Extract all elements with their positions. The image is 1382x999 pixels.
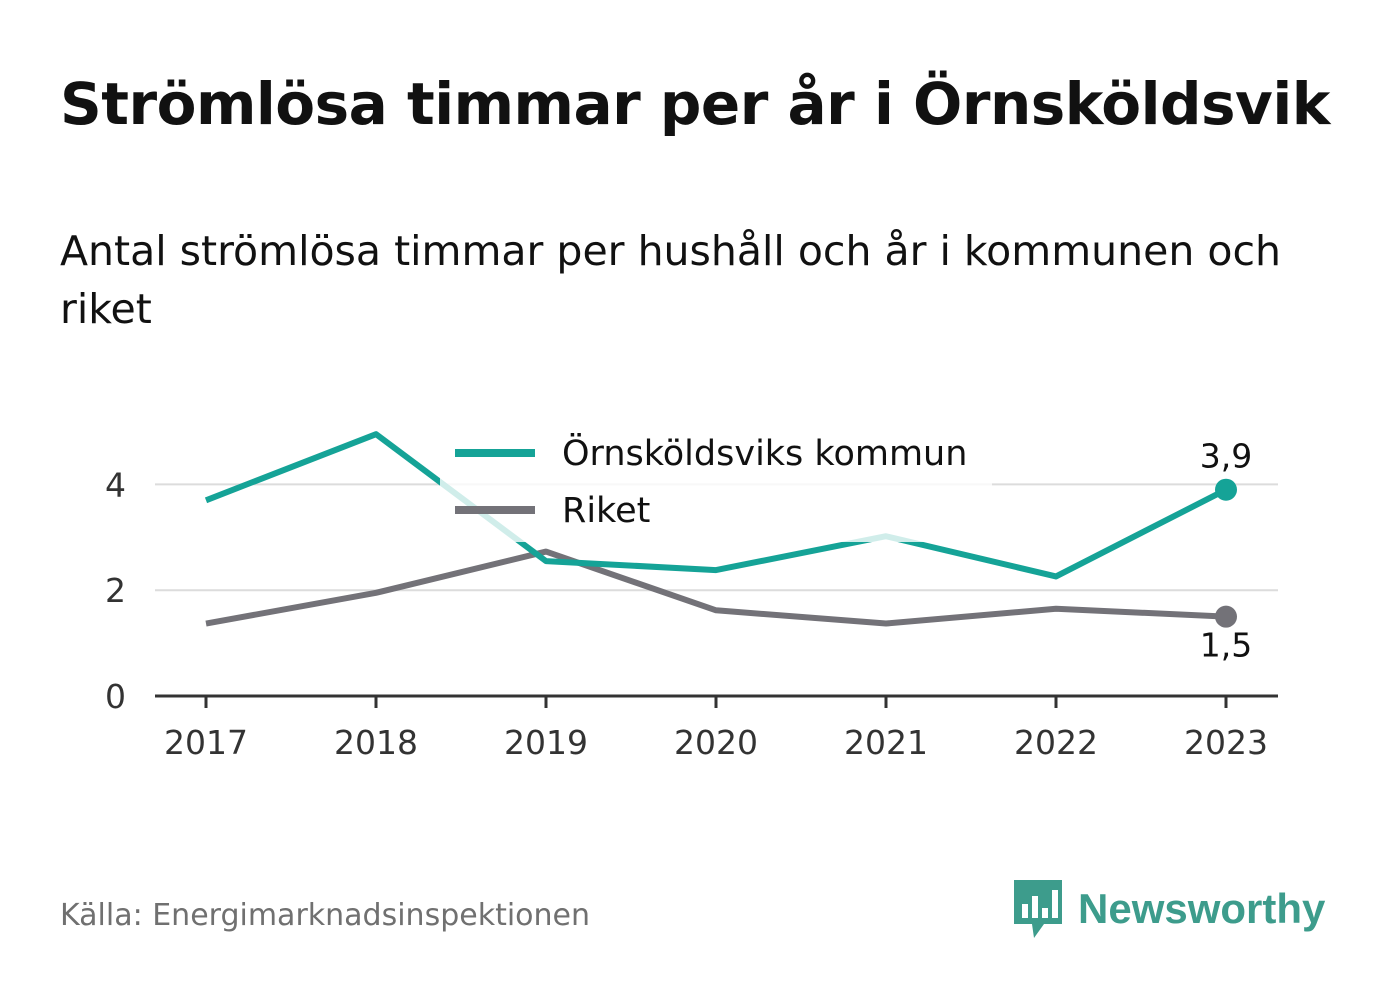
x-axis-ticks: 2017 2018 2019 2020 2021 2022 2023	[155, 694, 1278, 762]
legend-label: Örnsköldsviks kommun	[562, 432, 967, 474]
legend-background	[440, 418, 992, 542]
x-tick-label: 2020	[674, 723, 758, 762]
x-tick-label: 2018	[334, 723, 418, 762]
x-tick-label: 2022	[1014, 723, 1098, 762]
y-axis-ticks: 0 2 4	[105, 465, 126, 716]
series-end-point-1	[1215, 605, 1237, 628]
end-value-label: 1,5	[1200, 626, 1252, 665]
brand-logo: Newsworthy	[1010, 878, 1325, 940]
series-end-point-0	[1215, 478, 1237, 501]
series-line-1	[205, 548, 1227, 627]
series-lines	[204, 431, 1237, 628]
chart-title: Strömlösa timmar per år i Örnsköldsvik	[60, 70, 1330, 138]
x-tick-label: 2017	[164, 723, 248, 762]
chart-subtitle: Antal strömlösa timmar per hushåll och å…	[60, 227, 1281, 333]
end-labels: 3,9 1,5	[1200, 437, 1252, 665]
series-line-0	[204, 431, 1228, 580]
source-note: Källa: Energimarknadsinspektionen	[60, 898, 591, 933]
legend-label: Riket	[562, 491, 650, 531]
y-tick-label: 0	[105, 677, 126, 716]
y-tick-label: 4	[105, 465, 126, 504]
x-tick-label: 2023	[1184, 723, 1268, 762]
y-tick-label: 2	[105, 571, 126, 610]
end-value-label: 3,9	[1200, 437, 1252, 476]
newsworthy-chart-bubble-icon	[1014, 880, 1062, 938]
x-tick-label: 2021	[844, 723, 928, 762]
legend: Örnsköldsviks kommun Riket	[440, 418, 992, 542]
x-tick-label: 2019	[504, 723, 588, 762]
brand-name: Newsworthy	[1078, 885, 1326, 932]
